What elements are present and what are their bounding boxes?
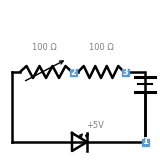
FancyBboxPatch shape — [69, 68, 76, 76]
Text: 1: 1 — [142, 137, 148, 147]
FancyBboxPatch shape — [141, 139, 148, 145]
Text: 100 Ω: 100 Ω — [89, 43, 113, 52]
Text: +5V: +5V — [86, 121, 104, 130]
Text: 100 Ω: 100 Ω — [32, 43, 56, 52]
Text: 3: 3 — [122, 68, 128, 76]
Text: 2: 2 — [70, 68, 76, 76]
FancyBboxPatch shape — [121, 68, 128, 76]
